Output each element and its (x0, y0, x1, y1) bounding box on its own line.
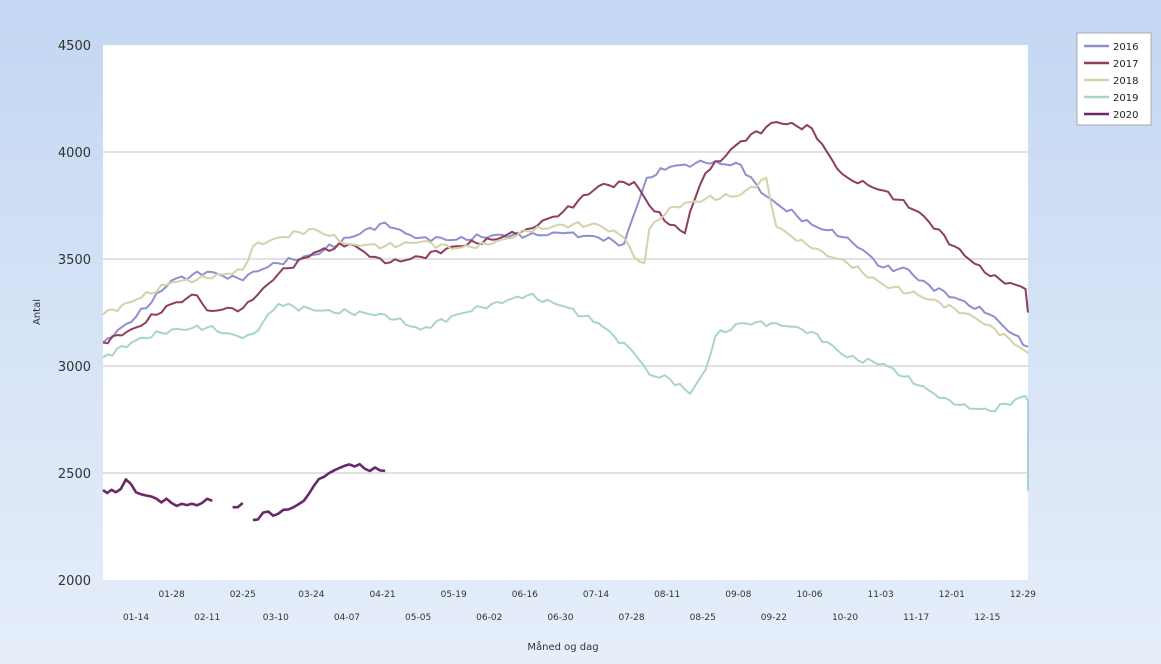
series-line-2020 (102, 478, 213, 508)
y-tick-label: 2000 (58, 574, 91, 589)
y-axis-title: Antal (32, 299, 43, 325)
x-tick-label: 01-14 (123, 613, 149, 623)
x-tick-label: 12-29 (1010, 590, 1036, 600)
x-tick-label: 01-28 (159, 590, 185, 600)
legend-label-2020: 2020 (1113, 110, 1138, 121)
x-tick-label: 07-28 (618, 613, 644, 623)
plot-area (103, 45, 1028, 580)
x-tick-label: 06-02 (476, 613, 502, 623)
series-line-2016 (102, 159, 1029, 348)
series-line-2017 (102, 121, 1029, 345)
x-tick-label: 07-14 (583, 590, 609, 600)
x-tick-label: 06-16 (512, 590, 538, 600)
x-tick-label: 05-19 (441, 590, 467, 600)
x-tick-label: 04-21 (369, 590, 395, 600)
legend-label-2019: 2019 (1113, 93, 1138, 104)
x-tick-label: 08-11 (654, 590, 680, 600)
y-tick-label: 4500 (58, 39, 91, 54)
legend-label-2018: 2018 (1113, 76, 1138, 87)
legend-label-2017: 2017 (1113, 59, 1138, 70)
y-tick-label: 2500 (58, 467, 91, 482)
x-tick-labels: 01-28 02-25 03-24 04-21 05-19 06-16 07-14 08-11… (123, 590, 1036, 623)
x-tick-label: 12-15 (974, 613, 1000, 623)
x-tick-label: 10-20 (832, 613, 858, 623)
x-tick-label: 04-07 (334, 613, 360, 623)
x-tick-label: 08-25 (690, 613, 716, 623)
y-tick-labels: 2000 2500 3000 3500 4000 4500 (58, 39, 91, 589)
legend-label-2016: 2016 (1113, 42, 1138, 53)
legend: 2016 2017 2018 2019 2020 (1076, 32, 1152, 126)
x-tick-label: 11-17 (903, 613, 929, 623)
x-tick-label: 05-05 (405, 613, 431, 623)
x-axis-title: Måned og dag (527, 640, 598, 653)
grid-lines (103, 151, 1028, 474)
x-tick-label: 09-22 (761, 613, 787, 623)
x-tick-label: 03-10 (263, 613, 289, 623)
series-line-2020 (252, 462, 386, 522)
series-lines (102, 121, 1029, 522)
x-tick-label: 06-30 (547, 613, 573, 623)
x-tick-label: 10-06 (796, 590, 822, 600)
y-tick-label: 3000 (58, 360, 91, 375)
series-line-2020 (232, 501, 244, 509)
y-tick-label: 3500 (58, 253, 91, 268)
x-tick-label: 11-03 (868, 590, 894, 600)
x-tick-label: 02-11 (194, 613, 220, 623)
x-tick-label: 09-08 (725, 590, 751, 600)
x-tick-label: 02-25 (230, 590, 256, 600)
y-tick-label: 4000 (58, 146, 91, 161)
x-tick-label: 03-24 (298, 590, 324, 600)
x-tick-label: 12-01 (939, 590, 965, 600)
series-line-2018 (102, 176, 1029, 354)
series-line-2019 (102, 292, 1029, 492)
